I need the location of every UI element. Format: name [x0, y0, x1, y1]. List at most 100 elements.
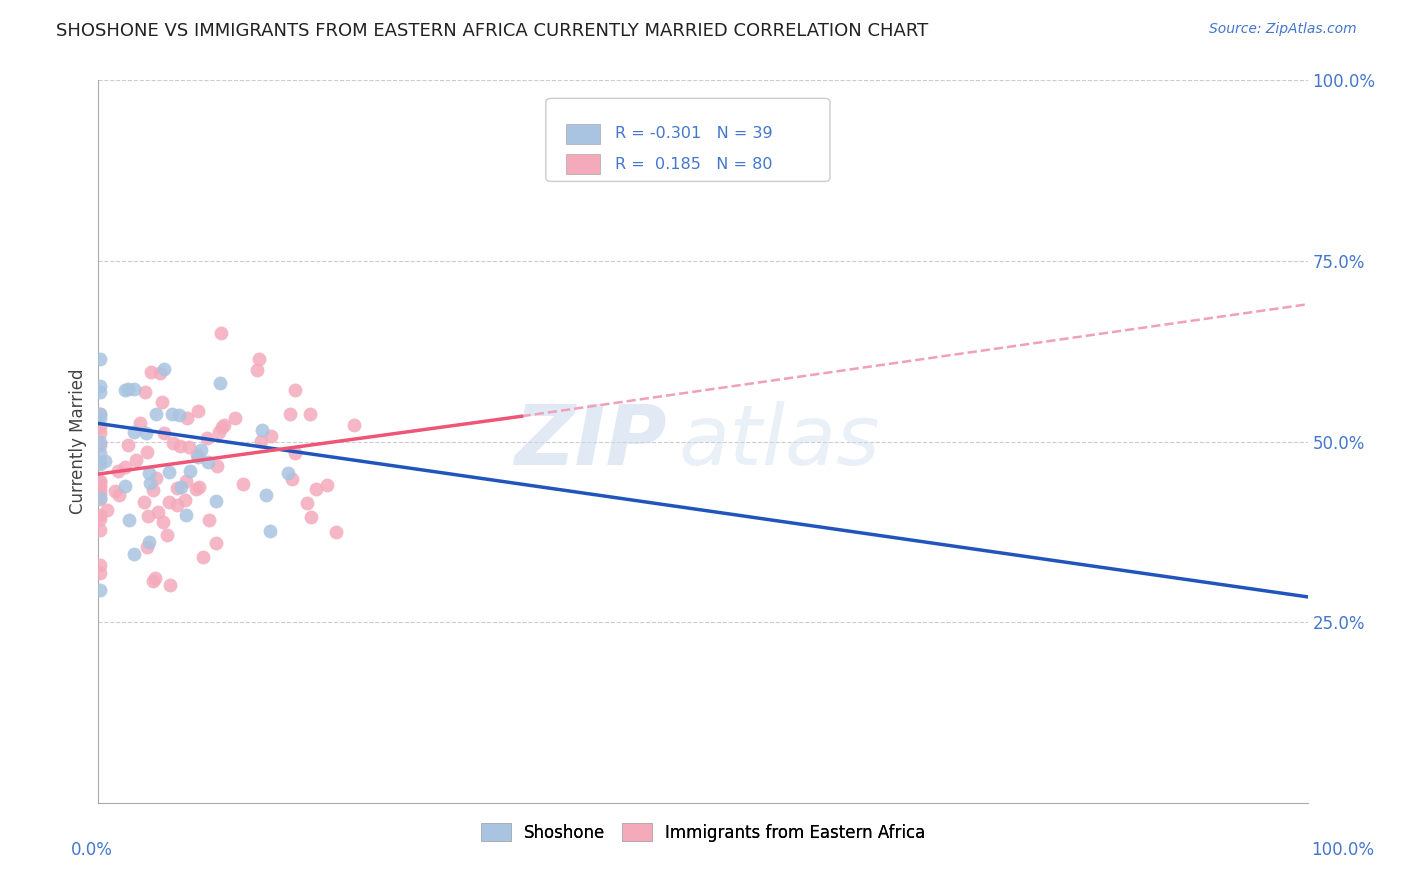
- Point: [118, 513, 141, 527]
- Point: [152, 515, 174, 529]
- Point: [250, 434, 273, 449]
- Point: [162, 407, 184, 421]
- Point: [125, 452, 148, 467]
- Point: [150, 395, 173, 409]
- Point: [136, 508, 159, 523]
- Point: [139, 365, 162, 379]
- Point: [205, 458, 228, 473]
- Point: [278, 407, 301, 421]
- Point: [152, 425, 174, 440]
- Point: [167, 409, 190, 423]
- Point: [143, 571, 166, 585]
- Point: [89, 475, 111, 490]
- Point: [138, 534, 160, 549]
- Point: [89, 351, 111, 366]
- Point: [122, 547, 145, 561]
- Point: [179, 440, 201, 454]
- Point: [89, 425, 111, 440]
- Point: [195, 431, 218, 445]
- Point: [89, 486, 111, 500]
- Point: [117, 382, 139, 396]
- Point: [122, 425, 145, 439]
- Point: [149, 366, 172, 380]
- Point: [299, 510, 322, 524]
- Point: [295, 496, 318, 510]
- Point: [129, 417, 152, 431]
- Point: [122, 382, 145, 396]
- Point: [186, 449, 208, 463]
- Point: [179, 464, 201, 478]
- Point: [232, 477, 254, 491]
- Point: [174, 492, 197, 507]
- Point: [89, 420, 111, 434]
- Point: [157, 495, 180, 509]
- Point: [135, 540, 157, 554]
- Point: [146, 505, 169, 519]
- Point: [284, 446, 307, 460]
- Point: [89, 407, 111, 421]
- Point: [316, 478, 339, 492]
- Point: [117, 438, 139, 452]
- Point: [89, 583, 111, 598]
- Point: [166, 498, 188, 512]
- Point: [191, 550, 214, 565]
- Point: [89, 379, 111, 393]
- Text: R =  0.185   N = 80: R = 0.185 N = 80: [614, 157, 772, 171]
- Point: [142, 574, 165, 588]
- Point: [187, 480, 209, 494]
- Point: [208, 376, 231, 391]
- Point: [89, 491, 111, 505]
- Point: [89, 558, 111, 572]
- Text: ZIP: ZIP: [515, 401, 666, 482]
- Point: [205, 535, 228, 549]
- Text: atlas: atlas: [679, 401, 880, 482]
- Point: [209, 326, 232, 340]
- Point: [260, 428, 283, 442]
- Text: SHOSHONE VS IMMIGRANTS FROM EASTERN AFRICA CURRENTLY MARRIED CORRELATION CHART: SHOSHONE VS IMMIGRANTS FROM EASTERN AFRI…: [56, 22, 928, 40]
- Point: [169, 439, 191, 453]
- Point: [252, 423, 274, 437]
- Point: [89, 508, 111, 522]
- Point: [159, 578, 181, 592]
- Point: [170, 480, 193, 494]
- Point: [142, 483, 165, 497]
- Point: [249, 351, 271, 366]
- Point: [107, 488, 129, 502]
- Point: [145, 471, 167, 485]
- Point: [187, 450, 209, 465]
- Point: [212, 417, 235, 432]
- Point: [139, 476, 162, 491]
- Point: [284, 384, 307, 398]
- Point: [89, 407, 111, 421]
- Point: [198, 513, 221, 527]
- Point: [246, 363, 269, 377]
- Text: R = -0.301   N = 39: R = -0.301 N = 39: [614, 127, 772, 141]
- Point: [89, 384, 111, 399]
- Point: [190, 442, 212, 457]
- Point: [89, 492, 111, 507]
- Point: [298, 407, 321, 421]
- Point: [259, 524, 281, 538]
- Point: [138, 466, 160, 480]
- Point: [89, 457, 111, 471]
- Point: [135, 445, 157, 459]
- Point: [153, 362, 176, 376]
- Point: [107, 464, 129, 478]
- Text: 100.0%: 100.0%: [1312, 840, 1374, 858]
- Point: [156, 527, 179, 541]
- Point: [93, 454, 115, 468]
- Point: [176, 411, 198, 425]
- Point: [254, 487, 277, 501]
- Point: [325, 525, 347, 540]
- Point: [224, 411, 246, 425]
- Point: [208, 425, 231, 439]
- Point: [104, 483, 127, 498]
- Point: [281, 472, 304, 486]
- Point: [343, 417, 366, 432]
- Point: [114, 460, 136, 475]
- Text: 0.0%: 0.0%: [70, 840, 112, 858]
- Point: [89, 445, 111, 459]
- Point: [89, 512, 111, 526]
- Point: [96, 503, 118, 517]
- Legend: Shoshone, Immigrants from Eastern Africa: Shoshone, Immigrants from Eastern Africa: [474, 817, 932, 848]
